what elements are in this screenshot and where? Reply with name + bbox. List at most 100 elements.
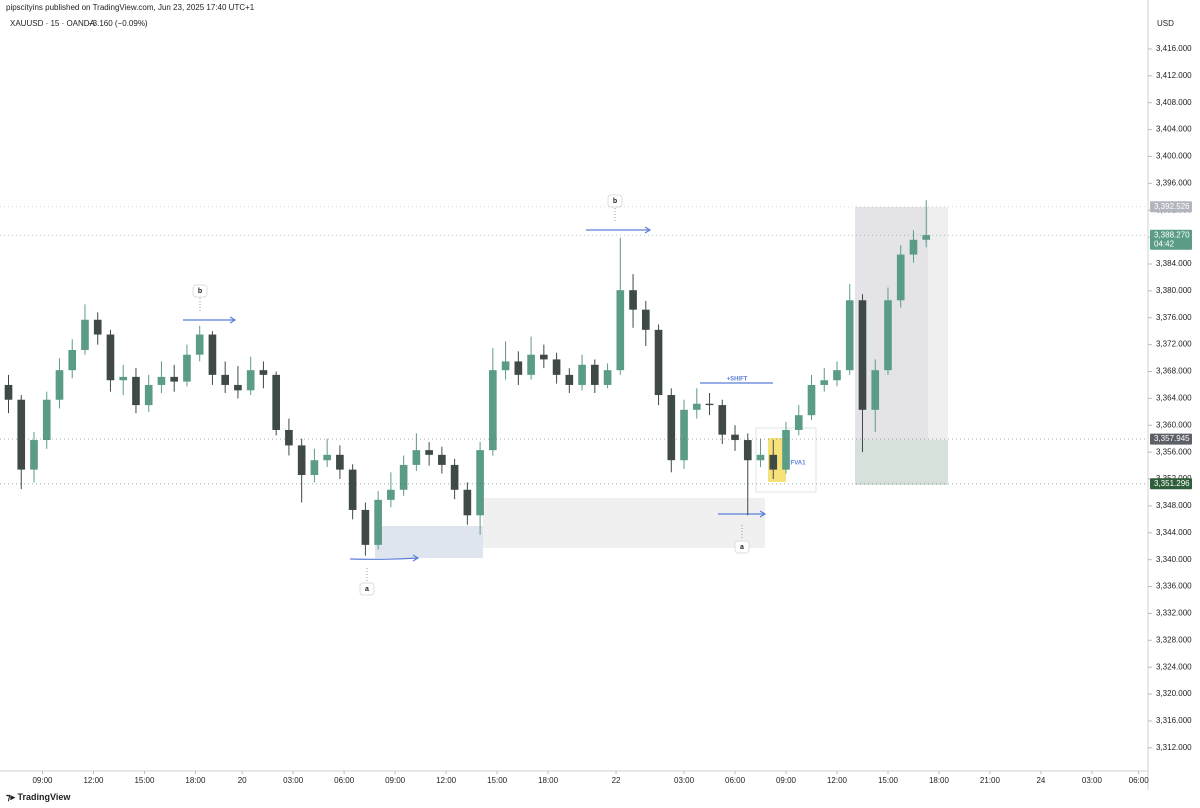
y-tick-label: 3,344.000 bbox=[1156, 528, 1192, 537]
label-box bbox=[359, 582, 375, 596]
price-marker bbox=[1150, 433, 1192, 445]
price-marker bbox=[1150, 478, 1192, 490]
zone bbox=[375, 526, 483, 558]
candle-body bbox=[896, 254, 905, 301]
candle-body bbox=[489, 370, 497, 451]
candle-body bbox=[55, 370, 64, 400]
y-tick-label: 3,376.000 bbox=[1156, 313, 1192, 322]
candle-body bbox=[106, 334, 115, 381]
x-tick-label: 22 bbox=[612, 776, 621, 785]
annotation: a bbox=[740, 544, 744, 551]
y-tick-label: 3,332.000 bbox=[1156, 609, 1192, 618]
pointers bbox=[199, 208, 743, 582]
x-tick-label: 09:00 bbox=[32, 776, 53, 785]
candle-body bbox=[884, 300, 892, 371]
candle-body bbox=[845, 300, 854, 371]
x-tick-label: 15:00 bbox=[134, 776, 155, 785]
candle-body bbox=[17, 399, 26, 470]
x-tick-label: 18:00 bbox=[929, 776, 950, 785]
candle-body bbox=[871, 370, 880, 410]
price-marker bbox=[1150, 229, 1192, 250]
brand-name: TradingView bbox=[18, 792, 72, 802]
candle-body bbox=[565, 374, 574, 385]
labels: b b a a +SHIFT FVA1 bbox=[192, 194, 807, 596]
x-tick-label: 15:00 bbox=[878, 776, 899, 785]
candle-body bbox=[399, 464, 408, 490]
candle-body bbox=[119, 376, 128, 381]
publisher: pipscityins published on TradingView.com… bbox=[6, 3, 255, 12]
x-tick-label: 09:00 bbox=[776, 776, 797, 785]
candle-body bbox=[820, 380, 829, 385]
y-tick-label: 3,384.000 bbox=[1156, 259, 1192, 268]
candle-body bbox=[794, 415, 803, 430]
y-tick-label: 3,404.000 bbox=[1156, 125, 1192, 134]
annotation: +SHIFT bbox=[727, 377, 748, 383]
y-tick-label: 3,400.000 bbox=[1156, 152, 1192, 161]
price-marker-label: 3,351.296 bbox=[1154, 479, 1190, 488]
candle-body bbox=[909, 239, 918, 255]
annotation: b bbox=[613, 198, 617, 205]
candle-body bbox=[590, 364, 599, 385]
y-tick-label: 3,320.000 bbox=[1156, 689, 1192, 698]
candle-body bbox=[310, 460, 319, 475]
candle-body bbox=[144, 384, 153, 406]
x-tick-label: 18:00 bbox=[185, 776, 206, 785]
x-tick-label: 18:00 bbox=[538, 776, 559, 785]
y-tick-label: 3,324.000 bbox=[1156, 662, 1192, 671]
countdown: 04:42 bbox=[1154, 239, 1175, 248]
y-tick-label: 3,348.000 bbox=[1156, 501, 1192, 510]
candle-body bbox=[743, 440, 752, 461]
x-tick-label: 06:00 bbox=[1129, 776, 1150, 785]
candle-body bbox=[641, 309, 650, 330]
candle-body bbox=[208, 334, 217, 375]
candle-body bbox=[195, 334, 204, 355]
arrow bbox=[349, 554, 420, 562]
x-tick-label: 20 bbox=[238, 776, 247, 785]
candle-body bbox=[680, 409, 688, 461]
y-tick-label: 3,380.000 bbox=[1156, 286, 1192, 295]
annotation: b bbox=[198, 288, 202, 295]
label-box bbox=[607, 194, 623, 208]
x-tick-label: 24 bbox=[1036, 776, 1045, 785]
annotation: a bbox=[365, 586, 369, 593]
candle-body bbox=[68, 350, 77, 371]
candle-body bbox=[272, 374, 280, 430]
candles bbox=[4, 200, 931, 556]
annotation: FVA1 bbox=[791, 461, 807, 467]
arrow bbox=[586, 226, 652, 234]
change: −3.160 (−0.09%) bbox=[88, 19, 148, 28]
y-tick-label: 3,412.000 bbox=[1156, 71, 1192, 80]
candle-body bbox=[336, 454, 344, 470]
price-marker bbox=[1150, 201, 1192, 213]
y-tick-label: 3,396.000 bbox=[1156, 178, 1192, 187]
candle-body bbox=[731, 434, 739, 441]
candle-body bbox=[323, 454, 331, 461]
candle-body bbox=[387, 489, 395, 500]
brand: ⁊▸ TradingView bbox=[6, 792, 71, 802]
candle-body bbox=[718, 405, 727, 435]
candle-body bbox=[654, 329, 663, 396]
candle-body bbox=[348, 469, 357, 510]
x-tick-label: 09:00 bbox=[385, 776, 406, 785]
label-box bbox=[192, 284, 208, 298]
label-box bbox=[734, 540, 750, 554]
candle-body bbox=[578, 364, 586, 385]
candle-body bbox=[450, 464, 459, 490]
arrow bbox=[183, 316, 237, 324]
candle-body bbox=[514, 361, 523, 375]
y-tick-label: 3,416.000 bbox=[1156, 44, 1192, 53]
candle-body bbox=[527, 354, 535, 375]
y-tick-label: 3,360.000 bbox=[1156, 420, 1192, 429]
candle-body bbox=[221, 374, 230, 385]
candle-body bbox=[476, 450, 484, 516]
candle-body bbox=[603, 370, 612, 385]
candle-body bbox=[425, 450, 433, 455]
candle-body bbox=[42, 399, 51, 441]
x-tick-label: 03:00 bbox=[674, 776, 695, 785]
candle-body bbox=[756, 454, 765, 461]
candle-body bbox=[438, 454, 446, 465]
x-tick-label: 03:00 bbox=[1082, 776, 1103, 785]
candle-body bbox=[769, 454, 778, 470]
